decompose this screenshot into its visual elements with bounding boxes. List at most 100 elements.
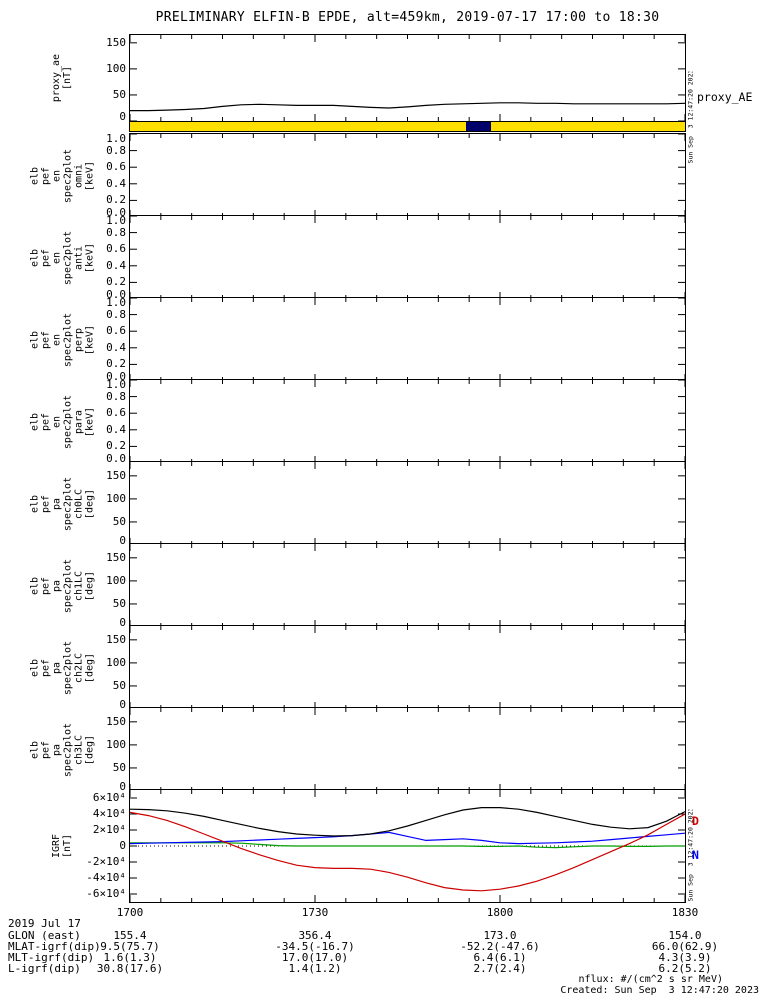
y-tick-label: 1.0 [106,296,126,309]
y-tick-label: 0.2 [106,439,126,453]
footer-value: -34.5(-16.7) [275,940,355,953]
left-axis-label-pa_spec2plot_ch1LC: elb pef pa spec2plot ch1LC [deg] [29,558,95,613]
footer-value: 6.2(5.2) [658,962,712,975]
x-tick-label: 1800 [486,906,514,919]
panel-en_spec2plot_omni [129,133,686,218]
footer-row-label: MLT-igrf(dip) [8,951,95,964]
panel-pa_spec2plot_ch2LC [129,625,686,710]
y-tick-label: 0.6 [106,160,126,174]
y-tick-label: 150 [106,35,126,49]
en_spec2plot_perp-canvas [130,298,685,381]
y-tick-label: 150 [106,550,126,564]
legend-D: D [692,814,699,828]
y-tick-label: -6×10⁴ [86,887,126,900]
footer-value: 356.4 [298,929,332,942]
y-tick-label: -4×10⁴ [86,871,126,884]
panel-igrf [129,789,686,903]
y-tick-label: 0.0 [106,206,126,219]
y-tick-label: 0.4 [106,340,126,354]
series-proxy_AE [130,102,685,112]
footer-value: 154.0 [668,929,702,942]
vertical-timestamp-bottom: Sun Sep 3 12:47:20 2023 [686,809,695,902]
y-tick-label: 0.4 [106,258,126,272]
y-tick-label: 0.8 [106,225,126,239]
y-tick-label: 50 [112,760,126,774]
left-axis-label-proxy_ae: proxy_ae [nT] [51,53,73,103]
panel-en_spec2plot_para [129,379,686,464]
y-tick-label: 1.0 [106,214,126,227]
y-tick-label: 0.0 [106,452,126,465]
x-tick-label: 1830 [671,906,699,919]
panel-en_spec2plot_anti [129,215,686,300]
y-tick-label: 0.4 [106,176,126,190]
y-tick-label: -2×10⁴ [86,855,126,868]
footer-value: 6.4(6.1) [473,951,527,964]
legend-N: N [692,848,699,862]
panel-pa_spec2plot_ch1LC [129,543,686,628]
y-tick-label: 1.0 [106,132,126,145]
footer-value: 66.0(62.9) [651,940,719,953]
footer-row-label: GLON (east) [8,929,81,942]
y-tick-label: 1.0 [106,378,126,391]
y-tick-label: 0.0 [106,288,126,301]
footer-value: -52.2(-47.6) [460,940,540,953]
y-tick-label: 0 [119,839,126,852]
footer-value: 2.7(2.4) [473,962,527,975]
y-tick-label: 0.6 [106,242,126,256]
footer-row-label: L-igrf(dip) [8,962,81,975]
y-tick-label: 50 [112,514,126,528]
pa_spec2plot_ch0LC-canvas [130,462,685,545]
y-tick-label: 0 [119,698,126,711]
y-tick-label: 50 [112,87,126,101]
y-tick-label: 0.2 [106,357,126,371]
footer-value: 30.8(17.6) [96,962,164,975]
y-tick-label: 0.8 [106,307,126,321]
x-axis-date-label: 2019 Jul 17 [8,917,81,930]
vertical-timestamp-top: Sun Sep 3 12:47:20 2023 [686,71,695,164]
y-tick-label: 0.8 [106,389,126,403]
y-tick-label: 100 [106,573,126,587]
y-tick-label: 100 [106,491,126,505]
en_spec2plot_anti-canvas [130,216,685,299]
footer-value: 4.3(3.9) [658,951,712,964]
left-axis-label-en_spec2plot_perp: elb pef en spec2plot perp [keV] [29,312,95,367]
x-tick-label: 1730 [301,906,329,919]
en_spec2plot_omni-canvas [130,134,685,217]
y-tick-label: 0.0 [106,370,126,383]
footer-value: 17.0(17.0) [281,951,349,964]
igrf-canvas [130,790,685,902]
y-tick-label: 100 [106,61,126,75]
series-D [130,811,685,892]
panel-flag_bar [129,121,686,132]
proxy-ae-right-label: proxy_AE [697,90,753,104]
pa_spec2plot_ch1LC-canvas [130,544,685,627]
y-tick-label: 0.6 [106,406,126,420]
left-axis-label-en_spec2plot_para: elb pef en spec2plot para [keV] [29,394,95,449]
y-tick-label: 0 [119,616,126,629]
plot-title: PRELIMINARY ELFIN-B EPDE, alt=459km, 201… [155,10,660,25]
flag-segment [466,122,491,131]
footer-value: 1.6(1.3) [103,951,157,964]
created-timestamp-note: Created: Sun Sep 3 12:47:20 2023 [560,985,759,996]
y-tick-label: 100 [106,655,126,669]
pa_spec2plot_ch2LC-canvas [130,626,685,709]
y-tick-label: 0.8 [106,143,126,157]
series-black [130,807,685,837]
series-green [130,842,685,849]
panel-proxy_ae [129,34,686,122]
left-axis-label-igrf: IGRF [nT] [51,833,73,859]
x-tick-label: 1700 [116,906,144,919]
y-tick-label: 0 [119,780,126,793]
y-tick-label: 2×10⁴ [92,823,126,836]
y-tick-label: 0.6 [106,324,126,338]
y-tick-label: 0.2 [106,275,126,289]
y-tick-label: 150 [106,468,126,482]
y-tick-label: 100 [106,737,126,751]
footer-row-label: MLAT-igrf(dip) [8,940,101,953]
y-tick-label: 150 [106,632,126,646]
left-axis-label-pa_spec2plot_ch2LC: elb pef pa spec2plot ch2LC [deg] [29,640,95,695]
pa_spec2plot_ch3LC-canvas [130,708,685,791]
panel-pa_spec2plot_ch0LC [129,461,686,546]
en_spec2plot_para-canvas [130,380,685,463]
